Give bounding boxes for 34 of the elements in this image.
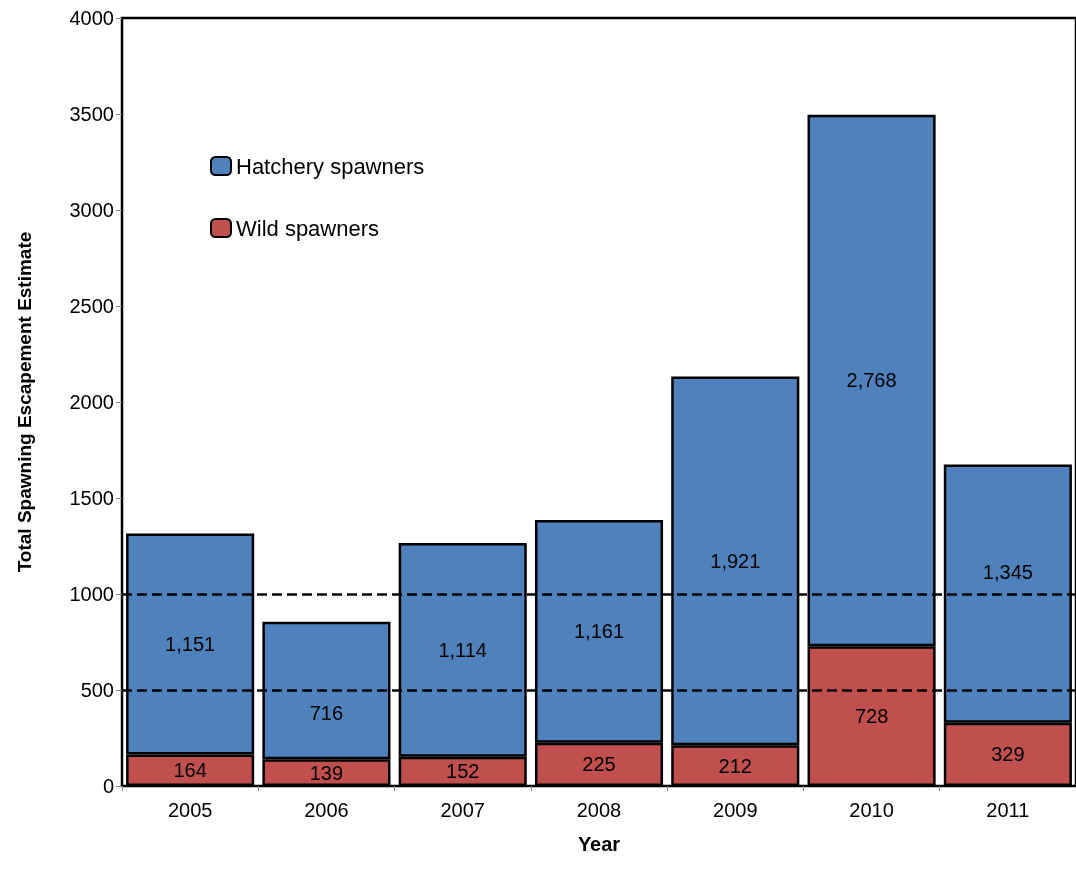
data-label: 1,921 (710, 549, 761, 572)
data-label: 1,114 (438, 638, 487, 661)
y-tick-label: 500 (80, 679, 114, 701)
data-label: 1,345 (982, 560, 1033, 583)
x-axis-title: Year (577, 833, 621, 855)
y-tick-label: 3500 (69, 103, 114, 125)
data-label: 139 (309, 761, 344, 784)
y-tick-label: 2500 (69, 295, 114, 317)
y-tick-label: 2000 (69, 391, 114, 413)
y-tick-label: 4000 (69, 7, 114, 29)
x-tick-label: 2010 (849, 799, 894, 821)
data-label: 152 (446, 760, 480, 783)
data-label: 1,161 (573, 620, 625, 643)
y-axis-title: Total Spawning Escapement Estimate (14, 231, 35, 573)
y-tick-label: 1500 (69, 487, 114, 509)
data-label: 329 (991, 743, 1025, 766)
data-label: 2,768 (846, 369, 897, 392)
data-label: 212 (718, 754, 752, 777)
x-tick-label: 2011 (986, 799, 1030, 821)
y-tick-label: 3000 (69, 199, 114, 221)
y-tick-label: 0 (102, 775, 114, 797)
data-label: 716 (309, 701, 344, 724)
legend-label: Hatchery spawners (236, 153, 425, 179)
data-label: 1,151 (165, 633, 216, 656)
x-tick-label: 2007 (440, 799, 485, 821)
x-tick-label: 2006 (304, 799, 349, 821)
data-label: 728 (854, 705, 889, 728)
legend-label: Wild spawners (236, 215, 380, 241)
x-tick-label: 2009 (713, 799, 758, 821)
data-label: 164 (173, 759, 207, 782)
y-tick-label: 1000 (69, 583, 114, 605)
x-tick-label: 2008 (576, 799, 622, 821)
data-label: 225 (582, 753, 616, 776)
x-tick-label: 2005 (167, 799, 213, 821)
